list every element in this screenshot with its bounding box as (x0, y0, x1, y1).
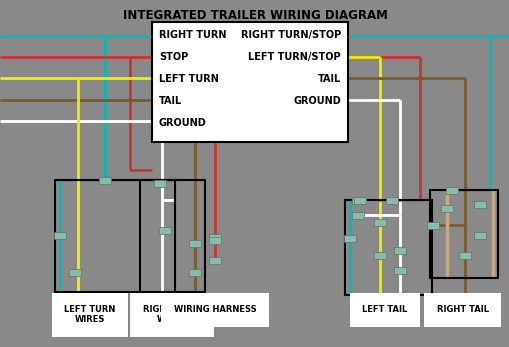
Bar (351, 212, 363, 219)
Text: STOP: STOP (159, 52, 188, 62)
Text: TAIL: TAIL (159, 96, 182, 106)
Bar (429, 190, 497, 278)
Text: RIGHT TAIL: RIGHT TAIL (436, 305, 488, 314)
Bar (344, 200, 431, 295)
Text: RIGHT TURN: RIGHT TURN (159, 30, 226, 40)
Bar (209, 234, 220, 240)
Text: LEFT TURN/STOP: LEFT TURN/STOP (248, 52, 341, 62)
Bar (55, 180, 175, 292)
Bar (445, 186, 457, 194)
Bar (373, 252, 385, 259)
Bar (99, 177, 111, 184)
Bar (189, 239, 201, 246)
Bar (189, 269, 201, 276)
Bar (385, 196, 397, 203)
Bar (54, 231, 66, 238)
Text: GROUND: GROUND (159, 118, 206, 128)
Bar (152, 22, 347, 142)
Text: LEFT TAIL: LEFT TAIL (362, 305, 407, 314)
Bar (373, 219, 385, 226)
Text: RIGHT TURN
WIRES: RIGHT TURN WIRES (143, 305, 201, 324)
Bar (393, 266, 405, 273)
Text: GROUND: GROUND (293, 96, 341, 106)
Text: LEFT TURN
WIRES: LEFT TURN WIRES (64, 305, 116, 324)
Bar (140, 180, 205, 292)
Bar (351, 196, 363, 203)
Bar (344, 235, 355, 242)
Text: RIGHT TURN/STOP: RIGHT TURN/STOP (240, 30, 341, 40)
Bar (209, 237, 220, 244)
Bar (353, 196, 365, 203)
Bar (473, 201, 485, 208)
Bar (473, 231, 485, 238)
Bar (209, 256, 220, 263)
Bar (458, 252, 470, 259)
Bar (154, 179, 165, 186)
Text: WIRING HARNESS: WIRING HARNESS (174, 305, 256, 314)
Bar (159, 227, 171, 234)
Text: LEFT TURN: LEFT TURN (159, 74, 218, 84)
Bar (426, 221, 438, 229)
Text: INTEGRATED TRAILER WIRING DIAGRAM: INTEGRATED TRAILER WIRING DIAGRAM (122, 9, 387, 22)
Bar (393, 246, 405, 254)
Bar (69, 269, 81, 276)
Text: TAIL: TAIL (317, 74, 341, 84)
Bar (440, 204, 452, 212)
